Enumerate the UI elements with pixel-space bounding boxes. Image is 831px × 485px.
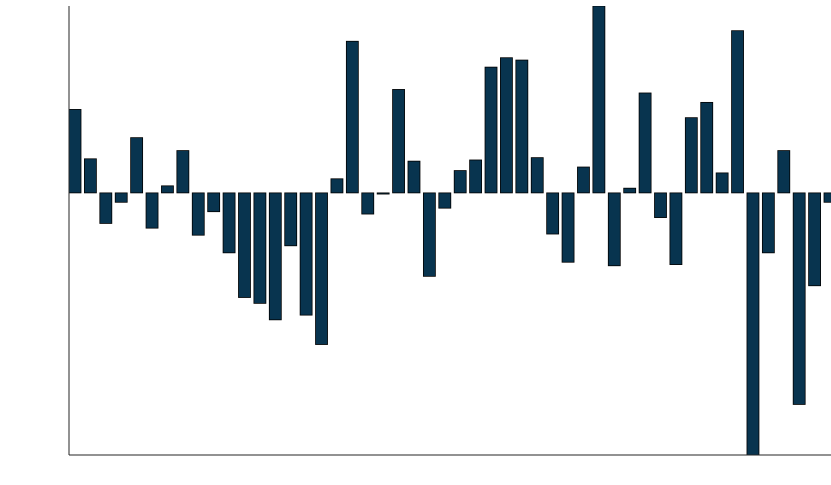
bar xyxy=(469,159,483,194)
bar xyxy=(761,192,775,254)
bar xyxy=(145,192,159,229)
bar xyxy=(808,192,821,287)
bar xyxy=(530,157,544,194)
bar xyxy=(161,185,174,194)
bar xyxy=(746,192,760,455)
bar xyxy=(546,192,560,235)
bar xyxy=(422,192,436,277)
bar xyxy=(69,109,82,194)
bar xyxy=(315,192,328,345)
bar xyxy=(577,166,590,194)
bar xyxy=(84,158,97,194)
bar xyxy=(299,192,313,316)
bar xyxy=(638,92,652,194)
bar xyxy=(284,192,298,247)
bar xyxy=(376,192,390,195)
bar xyxy=(114,192,128,203)
bars xyxy=(69,6,831,455)
bar xyxy=(592,6,606,194)
bar xyxy=(191,192,205,236)
bar xyxy=(823,192,831,203)
bar xyxy=(392,89,405,194)
bar xyxy=(253,192,267,304)
bar xyxy=(515,59,529,194)
bar xyxy=(453,170,467,194)
bar xyxy=(684,117,698,194)
bar xyxy=(623,187,637,194)
bar xyxy=(777,150,791,194)
bar xyxy=(700,101,714,194)
bar xyxy=(561,192,575,263)
bar xyxy=(176,150,190,194)
bar xyxy=(715,172,729,194)
bar xyxy=(607,192,621,267)
bar xyxy=(407,160,421,194)
bar xyxy=(222,192,236,254)
bar xyxy=(99,192,113,224)
bar xyxy=(792,192,806,405)
bar xyxy=(438,192,452,209)
bar xyxy=(654,192,667,218)
bar xyxy=(361,192,375,215)
bar xyxy=(345,40,359,194)
bar xyxy=(330,178,344,194)
bar xyxy=(500,57,513,194)
bar xyxy=(669,192,683,265)
bar xyxy=(731,30,744,194)
bar xyxy=(484,66,498,194)
bar xyxy=(130,137,144,194)
bar xyxy=(238,192,251,298)
bar xyxy=(207,192,221,213)
bar xyxy=(268,192,282,321)
